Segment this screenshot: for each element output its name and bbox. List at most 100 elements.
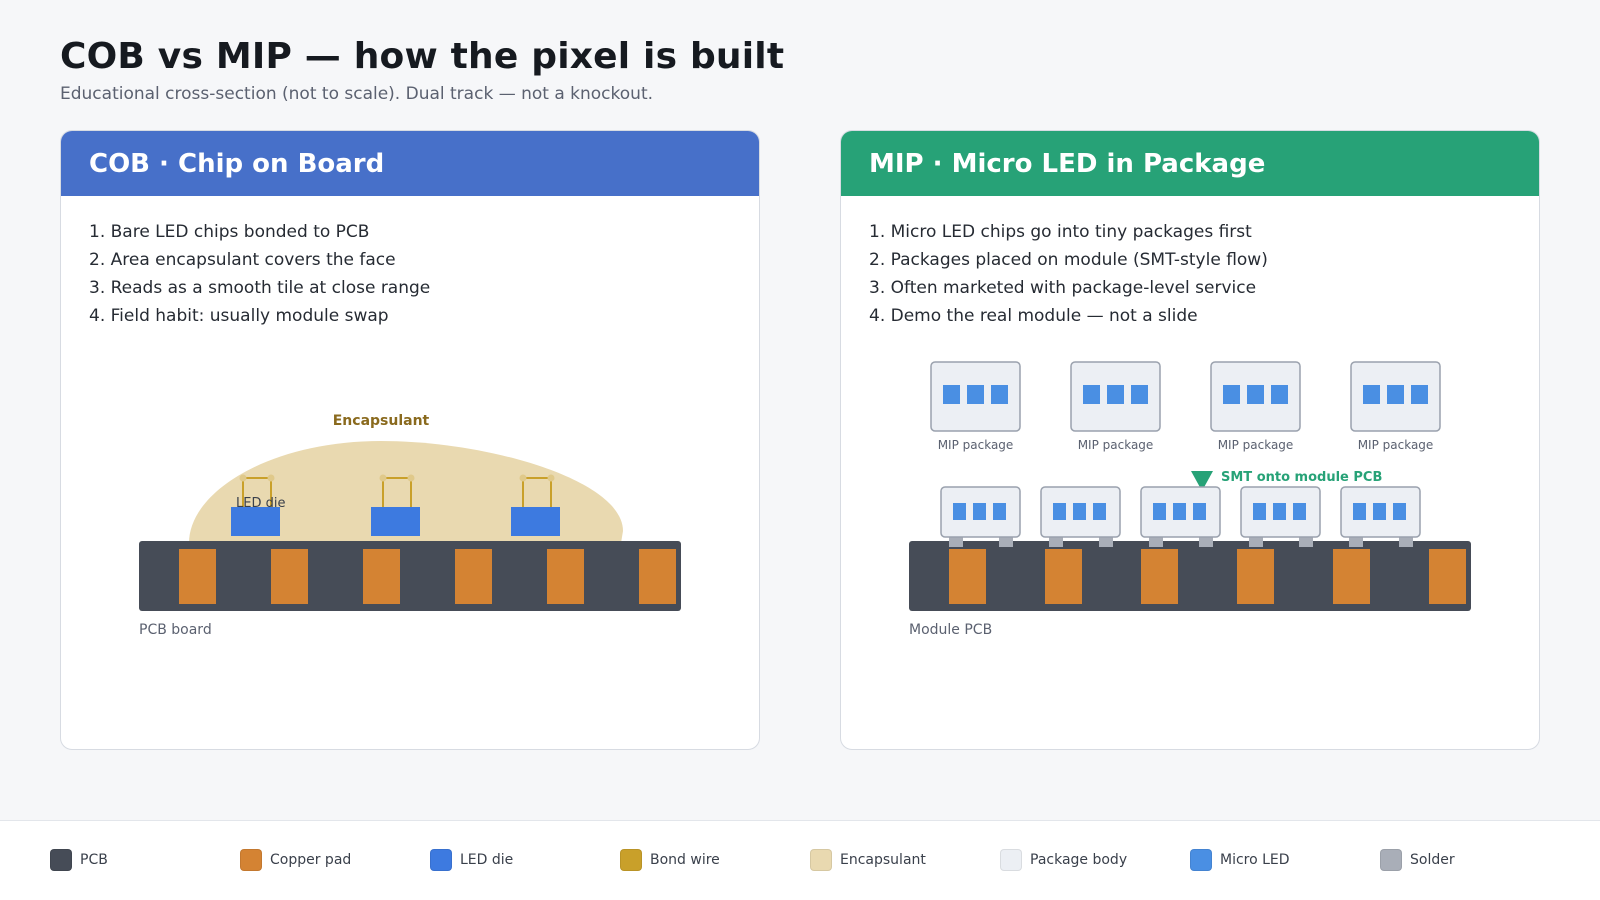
- micro-led: [1353, 503, 1366, 520]
- mip-cross-section-diagram: MIP package MIP package MIP package MIP …: [909, 361, 1471, 638]
- mip-panel: MIP · Micro LED in Package 1. Micro LED …: [840, 130, 1540, 750]
- legend-item-led-die: LED die: [430, 849, 513, 871]
- led-die-label: LED die: [236, 496, 285, 511]
- led-die: [371, 507, 420, 536]
- bond-ball: [519, 474, 527, 482]
- legend-item-package-body: Package body: [1000, 849, 1127, 871]
- mip-step: 3. Often marketed with package-level ser…: [869, 278, 1257, 298]
- page-title: COB vs MIP — how the pixel is built: [60, 36, 785, 77]
- mip-package: [930, 361, 1021, 432]
- micro-led: [1173, 503, 1186, 520]
- legend-swatch: [430, 849, 452, 871]
- micro-led: [1363, 385, 1380, 404]
- solder: [1399, 537, 1413, 547]
- cob-cross-section-diagram: Encapsulant LED die PCB board: [139, 413, 681, 638]
- led-die: [231, 507, 280, 536]
- micro-led: [1107, 385, 1124, 404]
- bond-ball: [239, 474, 247, 482]
- micro-led: [943, 385, 960, 404]
- copper-pad: [949, 549, 986, 604]
- legend-swatch: [50, 849, 72, 871]
- pcb-board-label: PCB board: [139, 622, 212, 638]
- mip-package-label: MIP package: [1358, 438, 1434, 452]
- mip-step: 4. Demo the real module — not a slide: [869, 306, 1198, 326]
- legend-item-bond-wire: Bond wire: [620, 849, 720, 871]
- legend-swatch: [810, 849, 832, 871]
- legend-label: Package body: [1030, 852, 1128, 868]
- bond-wire: [242, 477, 272, 507]
- copper-pad: [455, 549, 492, 604]
- copper-pad: [1333, 549, 1370, 604]
- mip-step: 2. Packages placed on module (SMT-style …: [869, 250, 1268, 270]
- legend-item-solder: Solder: [1380, 849, 1455, 871]
- pcb-board: [139, 541, 681, 611]
- mip-panel-title: MIP · Micro LED in Package: [841, 131, 1539, 196]
- cob-step: 2. Area encapsulant covers the face: [89, 250, 396, 270]
- bond-ball: [407, 474, 415, 482]
- mounted-mip-package: [1140, 486, 1221, 547]
- mip-package-label: MIP package: [938, 438, 1014, 452]
- legend-item-pcb: PCB: [50, 849, 108, 871]
- mip-package-label: MIP package: [1078, 438, 1154, 452]
- legend-swatch: [620, 849, 642, 871]
- micro-led: [1093, 503, 1106, 520]
- micro-led: [1073, 503, 1086, 520]
- cob-panel-title: COB · Chip on Board: [61, 131, 759, 196]
- legend-label: Bond wire: [650, 852, 720, 868]
- micro-led: [1223, 385, 1240, 404]
- micro-led: [1373, 503, 1386, 520]
- micro-led: [993, 503, 1006, 520]
- cob-steps: 1. Bare LED chips bonded to PCB 2. Area …: [61, 196, 759, 330]
- copper-pad: [547, 549, 584, 604]
- micro-led: [1411, 385, 1428, 404]
- mip-package: [1070, 361, 1161, 432]
- legend-swatch: [1000, 849, 1022, 871]
- solder: [1249, 537, 1263, 547]
- mounted-mip-package: [1340, 486, 1421, 547]
- legend-item-copper-pad: Copper pad: [240, 849, 351, 871]
- mip-package: [1350, 361, 1441, 432]
- micro-led: [1247, 385, 1264, 404]
- solder: [1349, 537, 1363, 547]
- cob-step: 1. Bare LED chips bonded to PCB: [89, 222, 370, 242]
- micro-led: [967, 385, 984, 404]
- legend-swatch: [240, 849, 262, 871]
- mip-package: [1210, 361, 1301, 432]
- legend: PCB Copper pad LED die Bond wire Encapsu…: [0, 820, 1600, 900]
- mip-package-label: MIP package: [1218, 438, 1294, 452]
- micro-led: [1053, 503, 1066, 520]
- bond-wire: [522, 477, 552, 507]
- solder: [1149, 537, 1163, 547]
- mounted-mip-package: [1040, 486, 1121, 547]
- solder: [999, 537, 1013, 547]
- bond-ball: [267, 474, 275, 482]
- micro-led: [1387, 385, 1404, 404]
- solder: [1049, 537, 1063, 547]
- led-die-group: [371, 474, 420, 536]
- copper-pad: [179, 549, 216, 604]
- solder: [1299, 537, 1313, 547]
- micro-led: [1253, 503, 1266, 520]
- legend-label: Copper pad: [270, 852, 352, 868]
- legend-swatch: [1190, 849, 1212, 871]
- micro-led: [1271, 385, 1288, 404]
- legend-label: Micro LED: [1220, 852, 1290, 868]
- legend-item-micro-led: Micro LED: [1190, 849, 1290, 871]
- led-die: [511, 507, 560, 536]
- copper-pad: [1045, 549, 1082, 604]
- micro-led: [1083, 385, 1100, 404]
- micro-led: [1273, 503, 1286, 520]
- cob-panel: COB · Chip on Board 1. Bare LED chips bo…: [60, 130, 760, 750]
- legend-swatch: [1380, 849, 1402, 871]
- module-pcb-label: Module PCB: [909, 622, 992, 638]
- encapsulant-label: Encapsulant: [333, 413, 430, 429]
- copper-pad: [1237, 549, 1274, 604]
- solder: [1099, 537, 1113, 547]
- copper-pad: [271, 549, 308, 604]
- legend-label: Solder: [1410, 852, 1455, 868]
- copper-pad: [363, 549, 400, 604]
- mip-step: 1. Micro LED chips go into tiny packages…: [869, 222, 1252, 242]
- micro-led: [953, 503, 966, 520]
- legend-label: Encapsulant: [840, 852, 926, 868]
- mounted-mip-package: [1240, 486, 1321, 547]
